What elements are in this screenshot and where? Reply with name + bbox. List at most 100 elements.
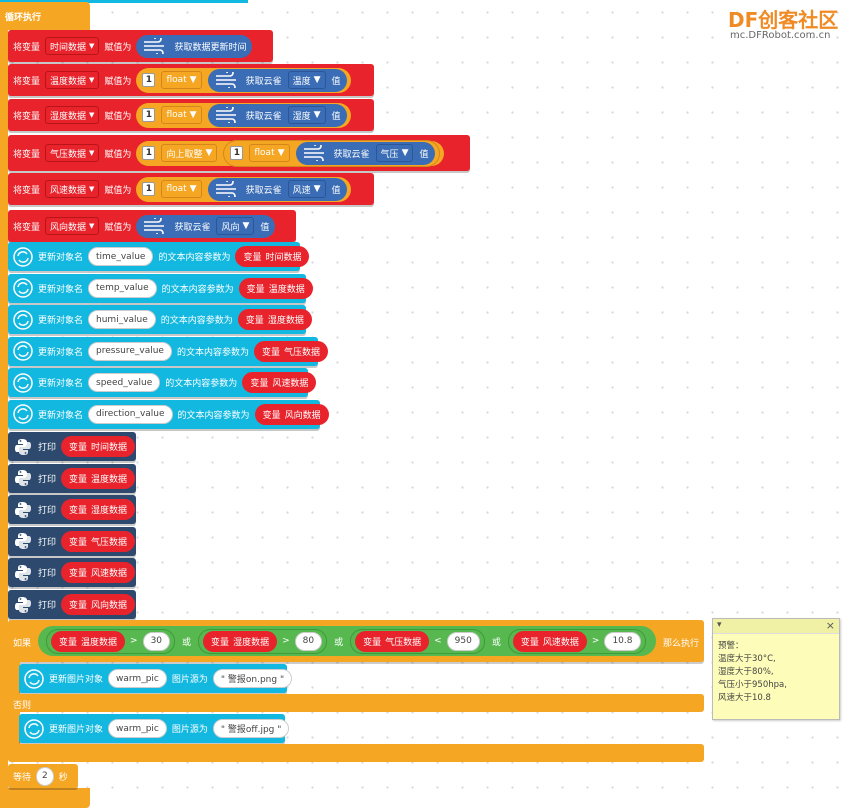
object-name-field[interactable]: direction_value [88,404,173,424]
comment-close-icon[interactable]: × [825,619,835,632]
field-dropdown[interactable]: 温度 ▼ [287,71,326,89]
variable-reporter[interactable]: 变量 湿度数据 [237,309,312,330]
cloud-getter-block[interactable]: 获取云雀 湿度 ▼ 值 [207,103,347,127]
cast-dropdown[interactable]: float ▼ [249,144,290,162]
field-dropdown[interactable]: 风向 ▼ [216,217,255,235]
compare-block[interactable]: 变量 气压数据 <950 [350,628,485,654]
comment-toggle-icon[interactable]: ▾ [717,620,722,630]
cast-dropdown[interactable]: float ▼ [161,106,202,124]
field-dropdown[interactable]: 湿度 ▼ [287,106,326,124]
threshold-input[interactable]: 10.8 [604,631,641,651]
if-condition-group[interactable]: 变量 温度数据 >30 或变量 湿度数据 >80 或变量 气压数据 <950 或变量 风速数据 >10… [38,626,656,656]
update-text-block[interactable]: 更新对象名 speed_value 的文本内容参数为 变量 风速数据 [8,368,317,397]
cast-dropdown[interactable]: float ▼ [161,180,202,198]
comment-note[interactable]: ▾ × 预警： 温度大于30°C, 湿度大于80%, 气压小于950hpa, 风速大于1… [712,618,840,720]
variable-dropdown[interactable]: 时间数据 ▼ [45,37,100,55]
variable-reporter[interactable]: 变量 湿度数据 [61,499,136,521]
print-block[interactable]: 打印 变量 风向数据 [8,590,136,619]
print-block[interactable]: 打印 变量 时间数据 [8,432,136,461]
cloud-wind-icon [214,107,240,123]
then-update-pic-block[interactable]: 更新图片对象 warm_pic 图片源为 " 警报on.png " [19,664,293,693]
cloud-update-time-block[interactable]: 获取数据更新时间 [136,34,253,58]
pic-object-field[interactable]: warm_pic [108,719,167,738]
variable-name: 风速数据 [91,569,128,580]
round-dropdown[interactable]: 向上取整 ▼ [161,144,218,162]
else-block[interactable] [8,694,704,712]
pic-src-field[interactable]: " 警报off.jpg " [212,719,290,738]
variable-dropdown[interactable]: 气压数据 ▼ [45,144,100,162]
assign-variable-block[interactable]: 将变量 风向数据 ▼ 赋值为 获取云雀 风向 ▼ 值 [8,210,296,242]
threshold-input[interactable]: 30 [142,631,171,651]
update-text-block[interactable]: 更新对象名 temp_value 的文本内容参数为 变量 温度数据 [8,273,313,303]
threshold-input[interactable]: 950 [446,631,480,651]
variable-reporter[interactable]: 变量 风速数据 [61,562,136,584]
update-text-block[interactable]: 更新对象名 pressure_value 的文本内容参数为 变量 气压数据 [8,336,329,366]
update-text-block[interactable]: 更新对象名 humi_value 的文本内容参数为 变量 湿度数据 [8,305,312,334]
assign-variable-block[interactable]: 将变量 时间数据 ▼ 赋值为 获取数据更新时间 [8,30,273,62]
wait-block[interactable]: 等待 2 秒 [8,764,78,788]
round-block[interactable]: 1 向上取整 ▼ 1 float ▼ 获取云雀 气压 ▼ 值 [136,139,444,167]
variable-reporter[interactable]: 变量 时间数据 [235,246,310,267]
print-block[interactable]: 打印 变量 风速数据 [8,558,136,588]
refresh-icon [13,404,33,424]
variable-reporter[interactable]: 变量 风速数据 [512,630,587,652]
variable-reporter[interactable]: 变量 时间数据 [61,436,136,457]
update-prefix-label: 更新对象名 [38,379,84,389]
compare-block[interactable]: 变量 湿度数据 >80 [198,628,328,654]
comment-text[interactable]: 预警： 温度大于30°C, 湿度大于80%, 气压小于950hpa, 风速大于10.8 [713,634,839,711]
variable-dropdown[interactable]: 温度数据 ▼ [45,71,100,89]
field-dropdown[interactable]: 风速 ▼ [287,180,326,198]
wait-seconds-input[interactable]: 2 [36,766,54,786]
object-name-field[interactable]: speed_value [88,373,161,392]
cloud-getter-block[interactable]: 获取云雀 风速 ▼ 值 [207,177,347,201]
cast-dropdown[interactable]: float ▼ [161,71,202,89]
assign-variable-block[interactable]: 将变量 气压数据 ▼ 赋值为 1 向上取整 ▼ 1 float ▼ 获取云雀 气压 ▼ 值 [8,135,470,171]
variable-reporter[interactable]: 变量 温度数据 [238,277,313,299]
cast-block[interactable]: 1 float ▼ 获取云雀 风速 ▼ 值 [136,176,351,202]
operator-dropdown[interactable]: > [130,636,138,646]
object-name-field[interactable]: temp_value [88,278,157,298]
cast-block[interactable]: 1 float ▼ 获取云雀 湿度 ▼ 值 [136,102,351,128]
object-name-field[interactable]: pressure_value [88,341,172,361]
variable-reporter[interactable]: 变量 风向数据 [254,403,329,425]
pic-object-field[interactable]: warm_pic [108,669,167,688]
field-dropdown[interactable]: 气压 ▼ [375,144,414,162]
print-block[interactable]: 打印 变量 气压数据 [8,526,136,556]
cloud-getter-block[interactable]: 获取云雀 气压 ▼ 值 [295,141,435,165]
assign-variable-block[interactable]: 将变量 湿度数据 ▼ 赋值为 1 float ▼ 获取云雀 湿度 ▼ 值 [8,99,374,131]
assign-variable-block[interactable]: 将变量 风速数据 ▼ 赋值为 1 float ▼ 获取云雀 风速 ▼ 值 [8,173,374,205]
print-block[interactable]: 打印 变量 温度数据 [8,463,136,493]
compare-block[interactable]: 变量 风速数据 >10.8 [507,628,646,654]
assign-set-label: 将变量 [13,149,41,160]
variable-reporter[interactable]: 变量 气压数据 [254,340,329,362]
variable-reporter[interactable]: 变量 气压数据 [61,530,136,552]
variable-dropdown[interactable]: 湿度数据 ▼ [45,106,100,124]
variable-dropdown[interactable]: 风速数据 ▼ [45,180,100,198]
variable-reporter[interactable]: 变量 风向数据 [61,594,136,615]
cloud-getter-block[interactable]: 获取云雀 风向 ▼ 值 [136,214,276,238]
variable-dropdown[interactable]: 风向数据 ▼ [45,217,100,235]
variable-reporter[interactable]: 变量 气压数据 [355,630,430,652]
update-text-block[interactable]: 更新对象名 direction_value 的文本内容参数为 变量 风向数据 [8,399,329,429]
variable-reporter[interactable]: 变量 湿度数据 [203,630,278,652]
variable-reporter[interactable]: 变量 温度数据 [51,630,126,652]
update-text-block[interactable]: 更新对象名 time_value 的文本内容参数为 变量 时间数据 [8,242,310,271]
cast-block[interactable]: 1 float ▼ 获取云雀 温度 ▼ 值 [136,67,351,93]
variable-reporter[interactable]: 变量 风速数据 [242,372,317,393]
variable-name: 气压数据 [91,537,128,548]
else-update-pic-block[interactable]: 更新图片对象 warm_pic 图片源为 " 警报off.jpg " [19,714,290,743]
threshold-input[interactable]: 80 [294,631,323,651]
operator-dropdown[interactable]: > [591,636,600,646]
object-name-field[interactable]: time_value [88,247,154,266]
loop-block[interactable] [0,2,90,30]
compare-block[interactable]: 变量 温度数据 >30 [46,628,176,654]
assign-variable-block[interactable]: 将变量 温度数据 ▼ 赋值为 1 float ▼ 获取云雀 温度 ▼ 值 [8,64,374,96]
cloud-getter-block[interactable]: 获取云雀 温度 ▼ 值 [207,68,347,92]
pic-src-field[interactable]: " 警报on.png " [212,669,293,688]
print-block[interactable]: 打印 变量 湿度数据 [8,495,136,525]
operator-dropdown[interactable]: > [282,636,290,646]
variable-reporter[interactable]: 变量 温度数据 [61,467,136,489]
cast-block[interactable]: 1 float ▼ 获取云雀 气压 ▼ 值 [223,139,440,167]
operator-dropdown[interactable]: < [434,636,442,646]
object-name-field[interactable]: humi_value [88,310,156,329]
